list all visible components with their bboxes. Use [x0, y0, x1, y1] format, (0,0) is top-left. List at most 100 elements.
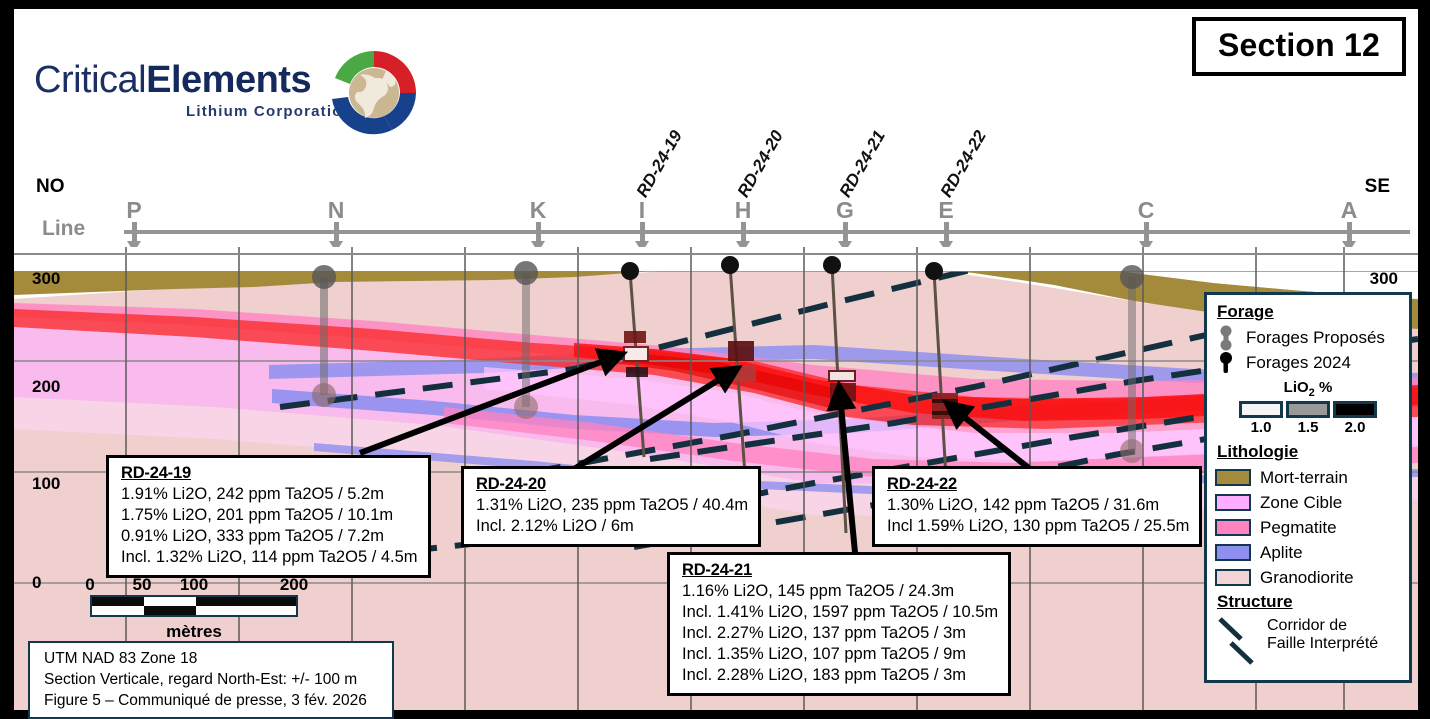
legend-swatch [1215, 494, 1251, 511]
fault-corridor-icon [1215, 615, 1261, 672]
callout-line: 1.75% Li2O, 201 ppm Ta2O5 / 10.1m [121, 506, 394, 524]
logo-wordmark: CriticalElements [34, 59, 312, 102]
footnote-line: UTM NAD 83 Zone 18 [44, 650, 198, 667]
unit-pegmatite-lower [444, 407, 1418, 483]
scale-tick-label: 50 [132, 575, 152, 594]
line-tick-label: E [938, 197, 954, 223]
line-tick-label: N [327, 197, 345, 223]
legend-item-proposed-drillhole: Forages Proposés [1215, 325, 1401, 350]
callout-line: Incl. 2.12% Li2O / 6m [476, 517, 634, 535]
legend-label-proposed-drillhole: Forages Proposés [1246, 327, 1385, 347]
unit-overburden [14, 271, 1418, 329]
lio2-value-label: 2.0 [1344, 419, 1366, 436]
footnote-line: Section Verticale, regard North-Est: +/-… [44, 671, 358, 688]
lio2-main: LiO [1283, 379, 1309, 396]
proposed-drillhole-P [312, 265, 336, 407]
lio2-swatch-2.0 [1333, 401, 1377, 418]
legend-item-aplite: Aplite [1215, 540, 1401, 565]
line-tick-label: P [126, 197, 142, 223]
callout-rd-24-21: RD-24-21 1.16% Li2O, 145 ppm Ta2O5 / 24.3… [667, 552, 1012, 696]
callout-leader-lines [358, 348, 1032, 564]
callout-rd-24-19: RD-24-19 1.91% Li2O, 242 ppm Ta2O5 / 5.2m… [106, 455, 431, 578]
legend-item-fault-corridor: Corridor de Faille Interprété [1215, 615, 1401, 672]
orientation-label-southeast: SE [1364, 176, 1390, 197]
line-tick-label: C [1137, 197, 1155, 223]
callout-line: Incl. 1.35% Li2O, 107 ppm Ta2O5 / 9m [682, 645, 967, 663]
lio2-grade-scale [1215, 401, 1401, 418]
callout-title: RD-24-20 [476, 475, 546, 493]
line-tick-label: K [529, 197, 547, 223]
callout-line: Incl. 1.32% Li2O, 114 ppm Ta2O5 / 4.5m [121, 548, 418, 566]
legend-label-fault-line2: Faille Interprété [1267, 635, 1379, 652]
legend-heading-lio2: LiO2 % [1215, 379, 1401, 399]
callout-line: 1.30% Li2O, 142 ppm Ta2O5 / 31.6m [887, 496, 1160, 514]
line-tick-label: G [836, 197, 854, 223]
drillhole-2024-icon [1215, 351, 1237, 375]
footnote-box: UTM NAD 83 Zone 18 Section Verticale, reg… [28, 641, 394, 719]
line-tick-C: C [1126, 197, 1166, 252]
unit-target-sliver [484, 367, 1418, 461]
legend-heading-structure: Structure [1217, 592, 1293, 611]
legend-label: Zone Cible [1260, 492, 1343, 512]
legend-swatch [1215, 519, 1251, 536]
line-tick-label: I [638, 197, 646, 223]
line-tick-N: N [316, 197, 356, 252]
scale-tick-label: 0 [85, 575, 95, 594]
legend-label: Granodiorite [1260, 567, 1354, 587]
lio2-pct: % [1314, 379, 1333, 396]
line-tick-E: E [926, 197, 966, 252]
proposed-drillhole-C [1120, 265, 1144, 463]
footnote-line: Figure 5 – Communiqué de presse, 3 fév. … [44, 692, 367, 709]
legend-label-fault-line1: Corridor de [1267, 617, 1348, 634]
lio2-value-label: 1.0 [1250, 419, 1272, 436]
drillhole-label-rd-24-22: RD-24-22 [936, 127, 990, 201]
legend-label: Aplite [1260, 542, 1303, 562]
proposed-drillhole-icon [1215, 325, 1237, 351]
legend-item-pegmatite: Pegmatite [1215, 515, 1401, 540]
legend-swatch [1215, 469, 1251, 486]
lio2-swatch-1.0 [1239, 401, 1283, 418]
line-tick-label: H [734, 197, 752, 223]
line-tick-H: H [723, 197, 763, 252]
callout-line: Incl. 2.27% Li2O, 137 ppm Ta2O5 / 3m [682, 624, 967, 642]
callout-line: Incl. 2.28% Li2O, 183 ppm Ta2O5 / 3m [682, 666, 967, 684]
callout-line: 1.16% Li2O, 145 ppm Ta2O5 / 24.3m [682, 582, 955, 600]
callout-line: Incl 1.59% Li2O, 130 ppm Ta2O5 / 25.5m [887, 517, 1190, 535]
line-tick-label: A [1340, 197, 1358, 223]
scale-bar-row-bottom [92, 606, 296, 615]
legend-item-drillhole-2024: Forages 2024 [1215, 350, 1401, 375]
logo-word-elements: Elements [146, 59, 312, 101]
page-title: Section 12 [1217, 27, 1380, 63]
scale-tick-label: 100 [179, 575, 209, 594]
elevation-label-left-200: 200 [32, 377, 61, 396]
legend-item-granodiorite: Granodiorite [1215, 565, 1401, 590]
legend-heading-lithologie: Lithologie [1217, 442, 1299, 461]
drillhole-label-rd-24-21: RD-24-21 [835, 127, 889, 201]
legend-item-mort-terrain: Mort-terrain [1215, 465, 1401, 490]
callout-rd-24-20: RD-24-20 1.31% Li2O, 235 ppm Ta2O5 / 40.4… [461, 466, 762, 547]
legend-swatch [1215, 569, 1251, 586]
line-tick-K: K [518, 197, 558, 252]
callout-rd-24-22: RD-24-22 1.30% Li2O, 142 ppm Ta2O5 / 31.6… [872, 466, 1203, 547]
legend-label: Mort-terrain [1260, 467, 1348, 487]
legend-label: Pegmatite [1260, 517, 1337, 537]
lio2-value-label: 1.5 [1297, 419, 1319, 436]
callout-line: 1.31% Li2O, 235 ppm Ta2O5 / 40.4m [476, 496, 749, 514]
scale-bar-ticks: 0 50 100 200 [76, 575, 308, 595]
drillhole-label-rd-24-19: RD-24-19 [632, 127, 686, 201]
scale-bar: 0 50 100 200 mètres [76, 575, 308, 642]
legend-lithology-list: Mort-terrain Zone Cible Pegmatite Aplite Gra… [1215, 465, 1401, 590]
line-axis-rule [124, 230, 1410, 234]
line-axis-label: Line [42, 217, 86, 240]
section-title-box: Section 12 [1191, 17, 1406, 76]
globe-icon [326, 45, 422, 146]
callout-line: Incl. 1.41% Li2O, 1597 ppm Ta2O5 / 10.5m [682, 603, 999, 621]
scale-bar-units: mètres [166, 622, 222, 641]
company-logo: CriticalElements Lithium Corporation [34, 29, 434, 135]
callout-line: 1.91% Li2O, 242 ppm Ta2O5 / 5.2m [121, 485, 384, 503]
drillhole-RD-24-19 [621, 262, 649, 458]
legend-label-drillhole-2024: Forages 2024 [1246, 352, 1351, 372]
scale-bar-graphic [90, 595, 298, 617]
legend-heading-forage: Forage [1217, 302, 1274, 321]
